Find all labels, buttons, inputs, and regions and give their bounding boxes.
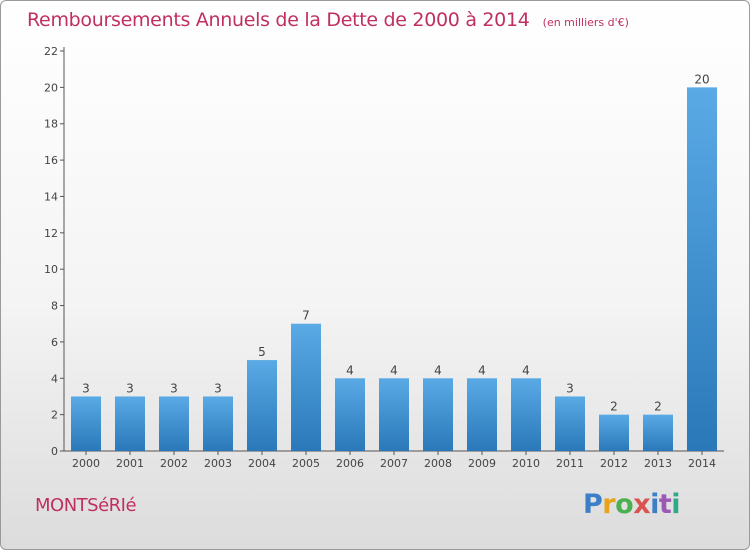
x-tick-label: 2005 xyxy=(292,457,320,470)
x-tick-label: 2008 xyxy=(424,457,452,470)
bar xyxy=(247,360,277,451)
x-tick-label: 2010 xyxy=(512,457,540,470)
bar xyxy=(115,396,145,451)
logo-letter: o xyxy=(615,489,634,520)
bar-value-label: 2 xyxy=(654,400,662,414)
logo-letter: r xyxy=(602,489,616,520)
y-tick-label: 12 xyxy=(44,227,58,240)
x-tick-label: 2006 xyxy=(336,457,364,470)
chart-title: Remboursements Annuels de la Dette de 20… xyxy=(27,9,629,31)
x-tick-label: 2000 xyxy=(72,457,100,470)
y-tick-label: 20 xyxy=(44,81,58,94)
bar-value-label: 4 xyxy=(346,363,354,377)
bar-value-label: 4 xyxy=(478,363,486,377)
y-tick-label: 0 xyxy=(51,445,58,458)
proxiti-logo: Proxiti xyxy=(583,489,681,520)
bar-value-label: 4 xyxy=(522,363,530,377)
y-axis: 0 2 4 6 8 10 12 14 16 18 20 22 xyxy=(44,45,65,458)
bars: 3 3 3 3 5 7 4 4 4 4 4 3 2 2 20 xyxy=(71,72,717,451)
bar-value-label: 20 xyxy=(694,72,709,86)
x-tick-label: 2004 xyxy=(248,457,276,470)
x-axis: 2000 2001 2002 2003 2004 2005 2006 2007 2008 2009… xyxy=(64,450,724,470)
x-tick-label: 2014 xyxy=(688,457,716,470)
x-tick-label: 2009 xyxy=(468,457,496,470)
bar xyxy=(291,323,321,451)
y-tick-label: 14 xyxy=(44,190,58,203)
logo-letter: t xyxy=(658,489,672,520)
bar xyxy=(379,378,409,451)
bar-value-label: 3 xyxy=(214,381,222,395)
bar xyxy=(467,378,497,451)
y-tick-label: 8 xyxy=(51,300,58,313)
bar-value-label: 3 xyxy=(82,381,90,395)
bar xyxy=(511,378,541,451)
y-tick-label: 16 xyxy=(44,154,58,167)
y-tick-label: 2 xyxy=(51,409,58,422)
y-tick-label: 6 xyxy=(51,336,58,349)
bar-value-label: 4 xyxy=(434,363,442,377)
bar xyxy=(335,378,365,451)
x-tick-label: 2013 xyxy=(644,457,672,470)
bar-value-label: 5 xyxy=(258,345,266,359)
y-tick-label: 4 xyxy=(51,372,58,385)
bar-value-label: 4 xyxy=(390,363,398,377)
bar-value-label: 3 xyxy=(566,381,574,395)
bar xyxy=(423,378,453,451)
bar xyxy=(203,396,233,451)
y-tick-label: 18 xyxy=(44,118,58,131)
chart-unit-label: (en milliers d'€) xyxy=(542,16,629,29)
bar-value-label: 7 xyxy=(302,309,310,323)
bar xyxy=(599,414,629,451)
logo-letter: i xyxy=(671,489,681,520)
x-tick-label: 2012 xyxy=(600,457,628,470)
x-tick-label: 2001 xyxy=(116,457,144,470)
bar xyxy=(71,396,101,451)
y-tick-label: 22 xyxy=(44,45,58,58)
x-tick-label: 2011 xyxy=(556,457,584,470)
chart-title-text: Remboursements Annuels de la Dette de 20… xyxy=(27,9,530,31)
x-tick-label: 2002 xyxy=(160,457,188,470)
commune-name: MONTSéRIé xyxy=(35,495,137,516)
bar xyxy=(555,396,585,451)
bar xyxy=(159,396,189,451)
bar xyxy=(687,87,717,451)
x-tick-label: 2007 xyxy=(380,457,408,470)
bar-value-label: 2 xyxy=(610,400,618,414)
logo-letter: P xyxy=(583,489,603,520)
logo-letter: x xyxy=(633,489,651,520)
logo-letter: i xyxy=(650,489,659,520)
bar-value-label: 3 xyxy=(126,381,134,395)
y-tick-label: 10 xyxy=(44,263,58,276)
bar xyxy=(643,414,673,451)
x-tick-label: 2003 xyxy=(204,457,232,470)
bar-value-label: 3 xyxy=(170,381,178,395)
